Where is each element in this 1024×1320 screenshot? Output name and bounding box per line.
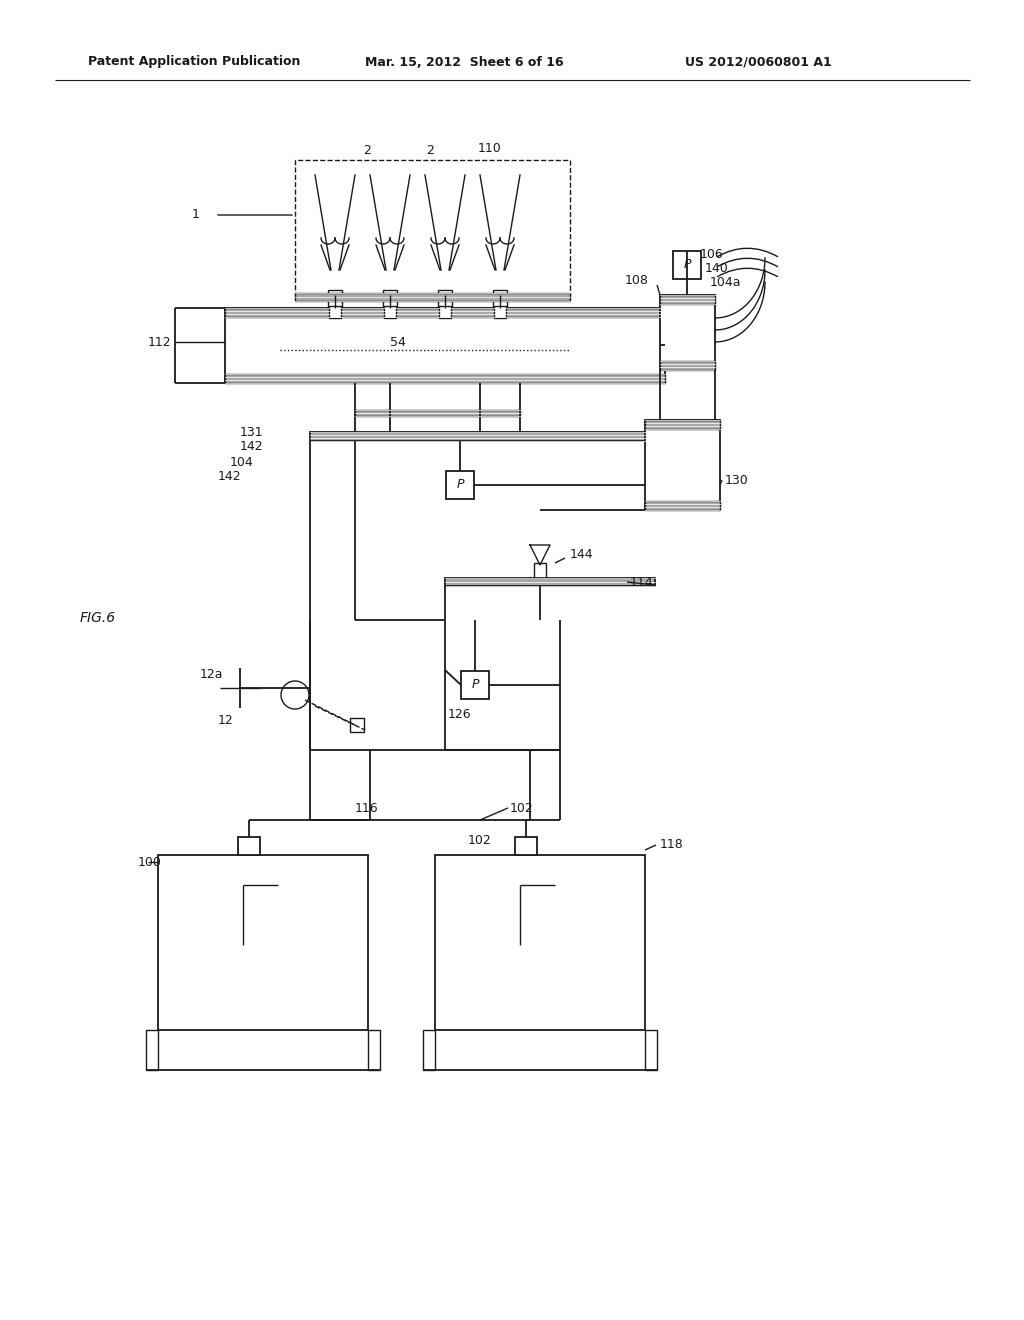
Text: 142: 142 <box>218 470 242 483</box>
Text: 104: 104 <box>230 455 254 469</box>
Bar <box>329 306 341 318</box>
Bar <box>660 360 715 370</box>
Text: 12: 12 <box>218 714 233 726</box>
Text: 116: 116 <box>355 801 379 814</box>
Bar <box>328 290 342 308</box>
Text: 102: 102 <box>510 801 534 814</box>
Text: 106: 106 <box>700 248 724 261</box>
Bar <box>225 308 665 383</box>
Text: 108: 108 <box>625 273 649 286</box>
Bar <box>660 294 715 370</box>
Bar <box>238 837 260 855</box>
Bar <box>435 855 645 1030</box>
Text: 131: 131 <box>240 425 263 438</box>
Bar <box>225 374 665 383</box>
Text: 142: 142 <box>240 441 263 454</box>
Text: 2: 2 <box>364 144 371 157</box>
Text: 112: 112 <box>148 335 172 348</box>
Bar <box>295 160 570 294</box>
Bar <box>645 420 720 510</box>
Bar <box>225 308 665 317</box>
Bar <box>439 306 451 318</box>
Bar <box>295 293 570 301</box>
Bar <box>350 718 364 733</box>
Bar <box>515 837 537 855</box>
Text: 140: 140 <box>705 261 729 275</box>
Bar <box>534 564 546 581</box>
Bar <box>438 290 452 308</box>
Text: P: P <box>457 479 464 491</box>
Bar <box>461 671 489 700</box>
Bar <box>645 420 720 429</box>
Text: P: P <box>471 678 479 692</box>
Text: 12a: 12a <box>200 668 223 681</box>
Text: 130: 130 <box>725 474 749 487</box>
Bar <box>423 1030 435 1071</box>
Text: 102: 102 <box>468 833 492 846</box>
Text: 114: 114 <box>630 576 653 589</box>
Text: Patent Application Publication: Patent Application Publication <box>88 55 300 69</box>
Bar <box>494 306 506 318</box>
Text: 126: 126 <box>449 709 472 722</box>
Bar <box>158 855 368 1030</box>
Bar <box>446 471 474 499</box>
Bar <box>384 306 396 318</box>
Text: FIG.6: FIG.6 <box>80 611 116 624</box>
Bar <box>146 1030 158 1071</box>
Bar <box>645 1030 657 1071</box>
Text: P: P <box>683 259 691 272</box>
Text: 54: 54 <box>390 335 406 348</box>
Bar <box>355 411 520 416</box>
Bar <box>645 502 720 510</box>
Text: 144: 144 <box>570 549 594 561</box>
Bar <box>660 294 715 304</box>
Bar <box>310 432 665 441</box>
Text: 104a: 104a <box>710 276 741 289</box>
Bar <box>383 290 397 308</box>
Bar <box>368 1030 380 1071</box>
Text: 118: 118 <box>660 838 684 851</box>
Text: 2: 2 <box>426 144 434 157</box>
Text: Mar. 15, 2012  Sheet 6 of 16: Mar. 15, 2012 Sheet 6 of 16 <box>365 55 563 69</box>
Bar <box>673 251 701 279</box>
Text: 110: 110 <box>478 141 502 154</box>
Bar <box>493 290 507 308</box>
Text: 100: 100 <box>138 855 162 869</box>
Bar <box>445 578 655 586</box>
Text: 1: 1 <box>193 209 200 222</box>
Text: US 2012/0060801 A1: US 2012/0060801 A1 <box>685 55 831 69</box>
